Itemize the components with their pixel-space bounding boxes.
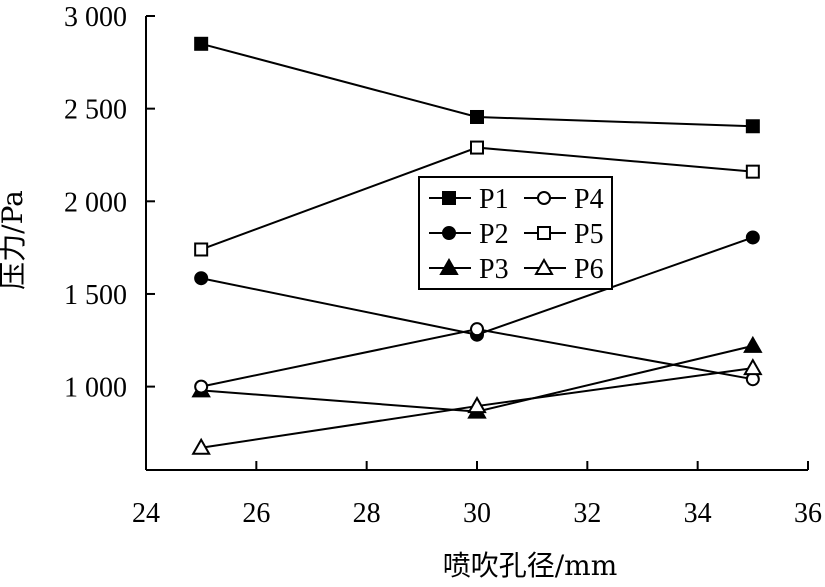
series-markers bbox=[191, 36, 763, 455]
x-tick-label-30: 30 bbox=[463, 498, 491, 529]
legend-marker-p3 bbox=[439, 257, 459, 275]
point-p1-35 bbox=[745, 119, 760, 134]
point-p4-30 bbox=[470, 322, 484, 337]
legend: P1 P4 P2 P5 P3 P6 bbox=[418, 176, 613, 290]
x-tick-label-34: 34 bbox=[684, 498, 712, 529]
x-axis-title: 喷吹孔径/mm bbox=[443, 549, 618, 582]
legend-label-p5: P5 bbox=[574, 219, 604, 250]
point-p1-25 bbox=[194, 36, 209, 51]
x-tick-label-24: 24 bbox=[132, 498, 160, 529]
point-p2-35 bbox=[745, 230, 760, 245]
x-tick-label-36: 36 bbox=[794, 498, 822, 529]
legend-label-p6: P6 bbox=[574, 254, 604, 285]
legend-label-p2: P2 bbox=[479, 219, 509, 250]
legend-marker-p1 bbox=[442, 191, 456, 205]
tick-labels: 1 000 1 500 2 000 2 500 3 000 24 26 28 30 32 34 36 bbox=[64, 2, 822, 529]
legend-label-p4: P4 bbox=[574, 184, 604, 215]
point-p5-30 bbox=[470, 140, 484, 155]
x-tick-label-28: 28 bbox=[353, 498, 381, 529]
y-tick-label-2000: 2 000 bbox=[64, 187, 127, 218]
legend-marker-p4 bbox=[537, 191, 551, 205]
y-tick-label-2500: 2 500 bbox=[64, 95, 127, 126]
point-p6-30 bbox=[467, 396, 487, 414]
point-p5-35 bbox=[745, 164, 760, 179]
point-p2-25 bbox=[194, 271, 209, 286]
point-p1-30 bbox=[470, 109, 484, 124]
point-p6-35 bbox=[743, 358, 763, 376]
point-p4-25 bbox=[194, 379, 209, 394]
y-tick-label-1500: 1 500 bbox=[64, 280, 127, 311]
point-p6-25 bbox=[191, 437, 211, 455]
legend-label-p3: P3 bbox=[479, 254, 509, 285]
point-p5-25 bbox=[194, 242, 209, 257]
legend-label-p1: P1 bbox=[479, 184, 509, 215]
tick-marks bbox=[145, 15, 809, 470]
legend-marker-p2 bbox=[442, 226, 456, 240]
y-axis-title: 压力/Pa bbox=[0, 190, 29, 290]
point-p3-35 bbox=[743, 335, 763, 353]
x-tick-label-32: 32 bbox=[573, 498, 601, 529]
y-tick-label-1000: 1 000 bbox=[64, 373, 127, 404]
y-tick-label-3000: 3 000 bbox=[64, 2, 127, 33]
x-tick-label-26: 26 bbox=[242, 498, 270, 529]
legend-marker-p6 bbox=[534, 257, 554, 275]
legend-marker-p5 bbox=[537, 226, 551, 240]
